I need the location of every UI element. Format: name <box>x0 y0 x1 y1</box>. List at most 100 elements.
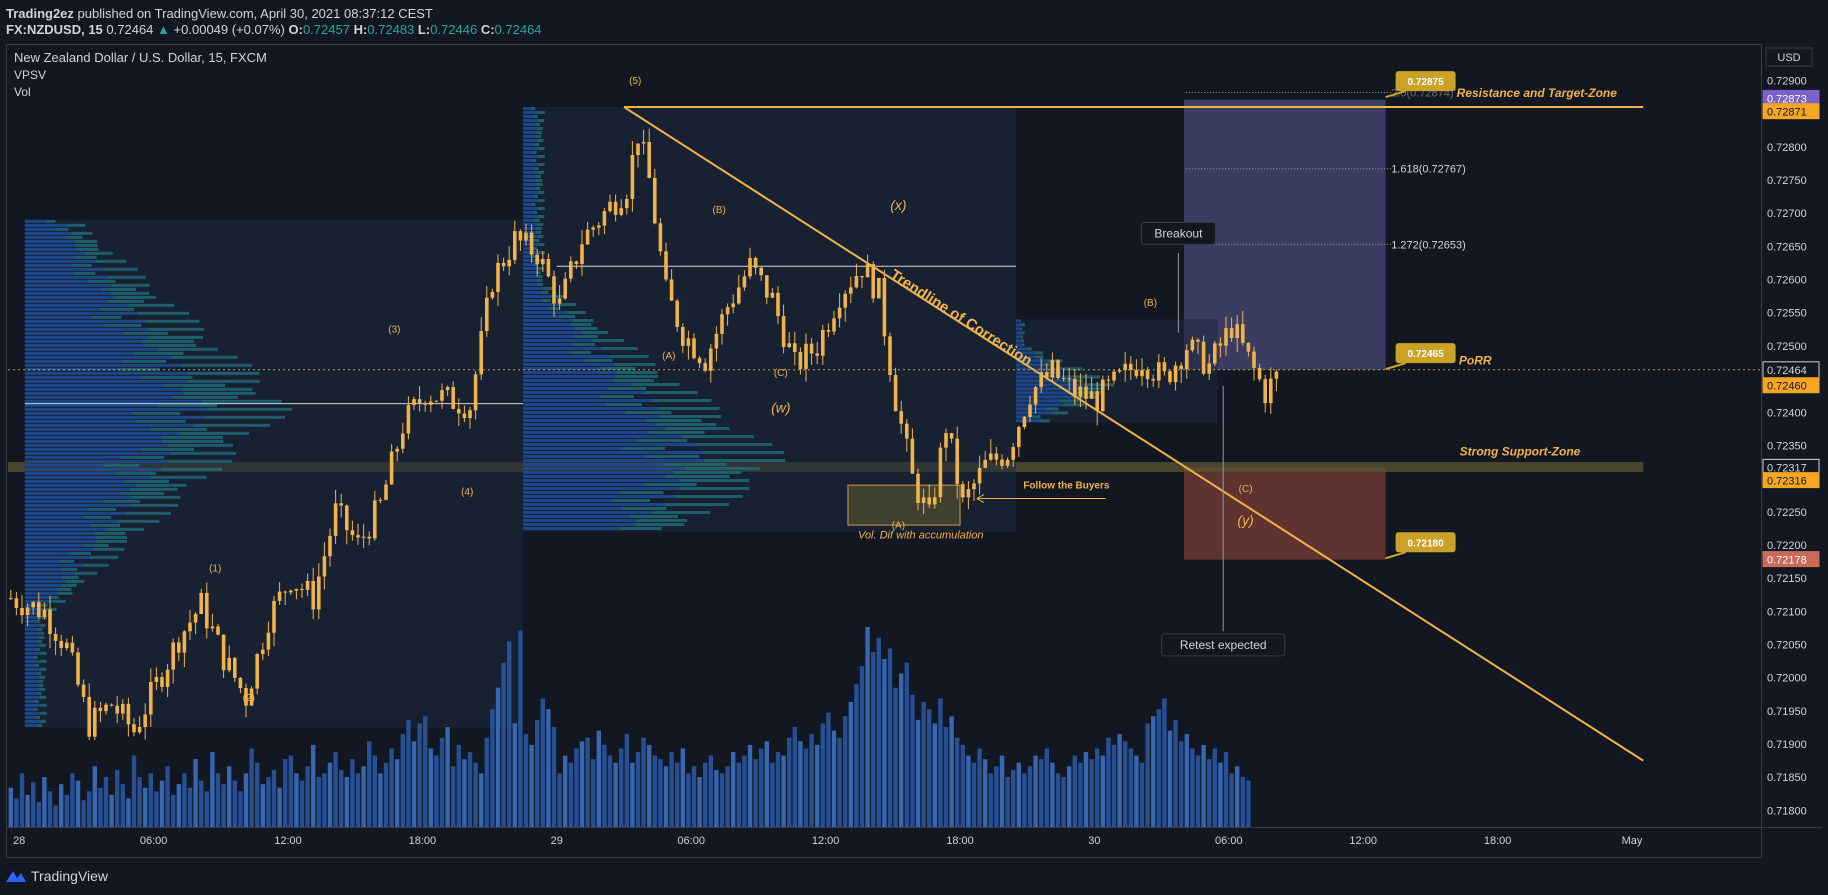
publisher-name[interactable]: Trading2ez <box>6 6 74 21</box>
price-flag[interactable] <box>1395 532 1456 553</box>
candle-body <box>1129 363 1133 370</box>
volume-profile-bar <box>141 339 194 343</box>
volume-bar <box>25 794 30 827</box>
volume-profile-bar <box>58 559 75 563</box>
volume-profile-bar <box>24 683 38 687</box>
volume-profile-bar <box>621 447 666 451</box>
price-flag[interactable] <box>1395 343 1456 364</box>
callout-box[interactable] <box>1140 221 1216 245</box>
volume-profile-bar <box>64 235 83 239</box>
volume-bar <box>417 723 422 827</box>
volume-profile-bar <box>61 575 79 579</box>
volume-bar <box>871 652 876 827</box>
candle-body <box>339 503 343 506</box>
volume-profile-bar <box>24 247 76 251</box>
volume-bar <box>479 773 484 827</box>
volume-profile-bar <box>569 351 592 355</box>
accumulation-box[interactable] <box>847 484 961 526</box>
candle-body <box>1056 360 1060 378</box>
volume-profile-bar <box>523 475 666 479</box>
volume-profile-bar <box>39 711 47 715</box>
candle-body <box>513 231 517 260</box>
volume-profile-bar <box>24 311 139 315</box>
axis-price-label[interactable] <box>1762 472 1820 489</box>
volume-profile-bar <box>1016 343 1022 347</box>
volume-profile-bar <box>523 399 654 403</box>
x-tick-label: 12:00 <box>274 835 302 847</box>
candle-body <box>675 300 679 327</box>
legend-vpsv[interactable]: VPSV <box>14 68 46 82</box>
volume-bar <box>843 716 848 827</box>
volume-profile-bar <box>1016 323 1023 327</box>
volume-bar <box>955 737 960 827</box>
volume-profile-bar <box>24 519 118 523</box>
volume-profile-bar <box>124 479 170 483</box>
axis-price-text: 0.72464 <box>1767 365 1807 377</box>
volume-bar <box>42 777 47 827</box>
price-flag[interactable] <box>1395 71 1456 92</box>
last-price: 0.72464 <box>106 22 154 37</box>
volume-bar <box>1083 752 1089 827</box>
candle-body <box>731 303 735 308</box>
volume-bar <box>434 755 439 827</box>
volume-profile-bar <box>24 695 40 699</box>
axis-price-label[interactable] <box>1762 551 1820 568</box>
candle-body <box>630 155 635 199</box>
volume-profile-bar <box>89 555 119 559</box>
axis-price-label[interactable] <box>1762 103 1820 120</box>
volume-bar <box>921 702 926 827</box>
volume-profile-bar <box>523 443 695 447</box>
axis-price-label[interactable] <box>1762 377 1820 394</box>
volume-profile-bar <box>161 435 223 439</box>
volume-profile-bar <box>162 383 226 387</box>
volume-bar <box>798 741 803 827</box>
volume-profile-bar <box>523 435 683 439</box>
candle-body <box>905 423 909 439</box>
volume-profile-bar <box>24 471 116 475</box>
volume-bar <box>165 766 170 827</box>
volume-profile-bar <box>24 343 143 347</box>
candle-body <box>669 279 674 301</box>
volume-bar <box>193 759 198 827</box>
legend-vol[interactable]: Vol <box>14 85 31 99</box>
candle-body <box>440 390 444 401</box>
volume-profile-bar <box>24 267 103 271</box>
candle-body <box>93 707 97 737</box>
candle-body <box>333 503 338 536</box>
volume-profile-bar <box>1039 419 1050 423</box>
volume-profile-bar <box>523 407 659 411</box>
trendline-of-correction[interactable] <box>623 106 1644 762</box>
currency-label[interactable]: USD <box>1777 52 1800 64</box>
volume-profile-bar <box>35 647 40 651</box>
volume-profile-bar <box>551 295 565 299</box>
volume-profile-bar <box>24 255 75 259</box>
candle-body <box>429 401 433 405</box>
volume-bar <box>389 748 394 827</box>
volume-profile-bar <box>39 651 47 655</box>
tradingview-logo[interactable]: TradingView <box>6 868 108 884</box>
volume-profile-bar <box>523 487 680 491</box>
candle-body <box>1157 362 1161 381</box>
volume-bar <box>719 773 725 827</box>
candle-body <box>468 410 472 419</box>
zone-stop[interactable] <box>1184 467 1386 560</box>
volume-profile-bar <box>106 299 144 303</box>
volume-profile-bar <box>523 347 603 351</box>
candle-body <box>1095 391 1099 412</box>
annotation-label: (B) <box>713 205 726 216</box>
callout-box[interactable] <box>1161 633 1286 657</box>
price-chart[interactable]: Trendline of Correction1.618(0.72767)1.2… <box>6 44 1822 858</box>
volume-profile-bar <box>157 403 217 407</box>
volume-bar <box>983 759 988 827</box>
candle-body <box>1218 343 1223 346</box>
volume-profile-bar <box>1047 371 1062 375</box>
candle-body <box>770 292 775 298</box>
candle-body <box>994 453 999 460</box>
volume-profile-bar <box>24 487 131 491</box>
volume-profile-bar <box>120 455 164 459</box>
candle-body <box>255 654 259 689</box>
volume-profile-bar <box>607 387 647 391</box>
candle-body <box>557 298 562 304</box>
chart-area[interactable]: Trendline of Correction 1.618(0.72767) 1.2… <box>6 44 1822 863</box>
candle-body <box>48 609 52 634</box>
